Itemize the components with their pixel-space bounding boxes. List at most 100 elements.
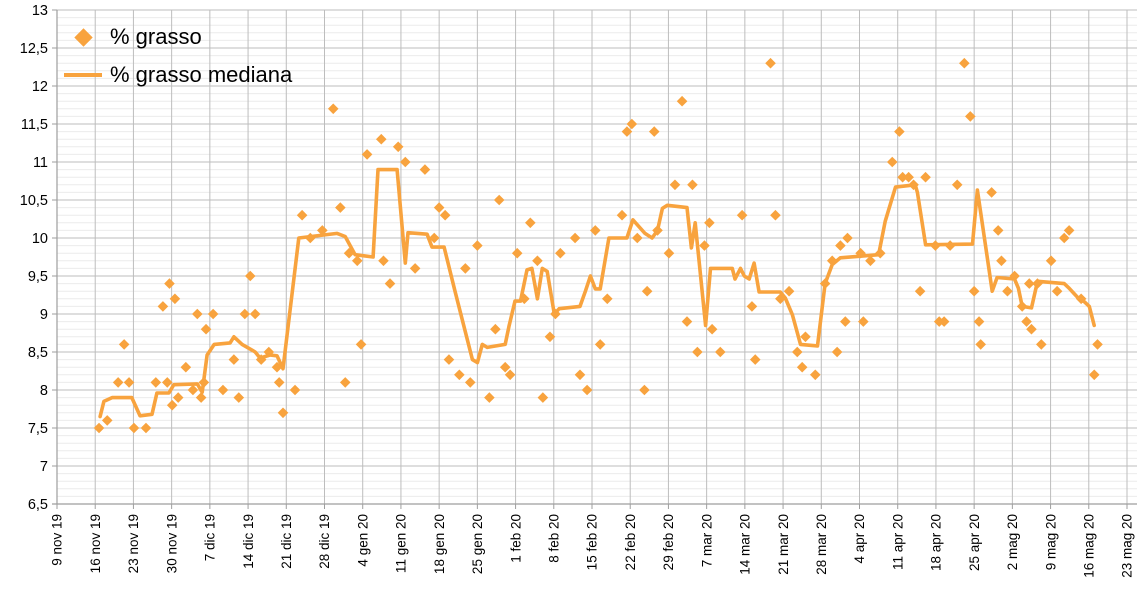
scatter-point: [908, 179, 919, 191]
scatter-point: [532, 255, 543, 267]
scatter-point: [187, 384, 199, 396]
scatter-point: [273, 377, 285, 388]
scatter-point: [244, 270, 256, 282]
scatter-point: [986, 187, 997, 198]
scatter-point: [669, 179, 681, 191]
x-tick-label: 21 mar 20: [776, 514, 791, 575]
scatter-point: [968, 285, 980, 297]
x-tick-label: 18 apr 20: [929, 514, 944, 571]
scatter-point: [399, 156, 411, 168]
scatter-point: [574, 369, 586, 381]
scatter-point: [938, 316, 950, 327]
x-tick-label: 15 feb 20: [585, 514, 600, 570]
x-tick-label: 4 apr 20: [852, 514, 867, 564]
y-tick-label: 11,5: [21, 117, 48, 133]
scatter-point: [140, 422, 152, 434]
x-tick-label: 23 nov 19: [126, 514, 141, 573]
scatter-point: [796, 361, 808, 373]
scatter-point: [255, 354, 267, 365]
scatter-point: [826, 255, 838, 267]
scatter-point: [192, 308, 203, 320]
scatter-point: [692, 346, 703, 358]
scatter-point: [511, 247, 523, 259]
scatter-point: [800, 331, 811, 343]
scatter-point: [831, 346, 843, 358]
x-tick-label: 2 mag 20: [1005, 514, 1020, 570]
scatter-point: [920, 171, 931, 183]
y-tick-label: 12,5: [20, 41, 48, 57]
scatter-point: [770, 209, 781, 221]
scatter-point: [704, 217, 715, 229]
x-tick-label: 30 nov 19: [164, 514, 179, 573]
scatter-point: [648, 126, 660, 137]
scatter-point: [392, 141, 404, 153]
y-tick-label: 13: [32, 3, 48, 19]
scatter-point: [951, 179, 963, 191]
scatter-point: [819, 278, 831, 289]
scatter-point: [555, 247, 566, 259]
scatter-point: [172, 392, 184, 403]
scatter-point: [641, 285, 653, 297]
scatter-point: [228, 354, 240, 365]
scatter-point: [493, 194, 505, 206]
legend-item-mediana: % grasso mediana: [62, 56, 292, 94]
scatter-point: [1051, 285, 1063, 297]
x-tick-label: 4 gen 20: [355, 514, 370, 567]
scatter-point: [271, 361, 283, 373]
legend-marker-cell: [62, 73, 104, 77]
scatter-point: [632, 232, 643, 244]
y-tick-label: 6,5: [28, 497, 48, 513]
scatter-point: [706, 323, 718, 335]
scatter-point: [537, 392, 549, 403]
scatter-point: [996, 255, 1007, 267]
scatter-point: [118, 339, 130, 350]
scatter-point: [409, 263, 421, 274]
legend-label-mediana: % grasso mediana: [110, 62, 293, 87]
scatter-point: [594, 339, 606, 350]
y-tick-label: 7,5: [28, 421, 48, 437]
scatter-point: [428, 232, 440, 244]
line-marker-icon: [64, 73, 102, 77]
scatter-point: [663, 247, 675, 259]
scatter-point: [217, 384, 229, 396]
scatter-point: [992, 225, 1004, 236]
scatter-point: [157, 301, 169, 312]
scatter-point: [249, 308, 261, 320]
scatter-point: [897, 171, 908, 183]
scatter-point: [765, 57, 776, 69]
legend-marker-cell: [62, 27, 104, 47]
scatter-point: [419, 164, 431, 175]
scatter-point: [1032, 278, 1043, 289]
scatter-point: [944, 240, 956, 251]
scatter-point: [317, 225, 328, 236]
scatter-point: [569, 232, 581, 244]
scatter-point: [589, 225, 601, 236]
scatter-point: [1002, 285, 1013, 297]
x-tick-label: 11 gen 20: [394, 514, 409, 573]
chart-legend: % grasso % grasso mediana: [62, 18, 292, 94]
y-tick-label: 11: [33, 155, 48, 171]
y-tick-label: 10,5: [20, 193, 48, 209]
y-tick-label: 8: [40, 383, 48, 399]
x-tick-label: 25 apr 20: [967, 514, 982, 571]
scatter-point: [433, 202, 445, 213]
scatter-point: [714, 346, 726, 358]
scatter-point: [1023, 278, 1035, 289]
y-tick-label: 12: [32, 79, 48, 95]
scatter-point: [123, 377, 135, 388]
y-tick-label: 8,5: [28, 345, 48, 361]
scatter-point: [959, 57, 970, 69]
y-tick-label: 10: [32, 231, 48, 247]
scatter-point: [499, 361, 511, 373]
scatter-point: [975, 339, 986, 350]
x-tick-label: 9 nov 19: [50, 514, 65, 566]
x-tick-label: 22 feb 20: [623, 514, 638, 570]
y-tick-label: 9: [40, 307, 48, 323]
scatter-point: [460, 263, 471, 274]
scatter-point: [616, 209, 628, 221]
scatter-point: [1088, 369, 1100, 381]
scatter-point: [914, 285, 926, 297]
scatter-point: [783, 285, 795, 297]
